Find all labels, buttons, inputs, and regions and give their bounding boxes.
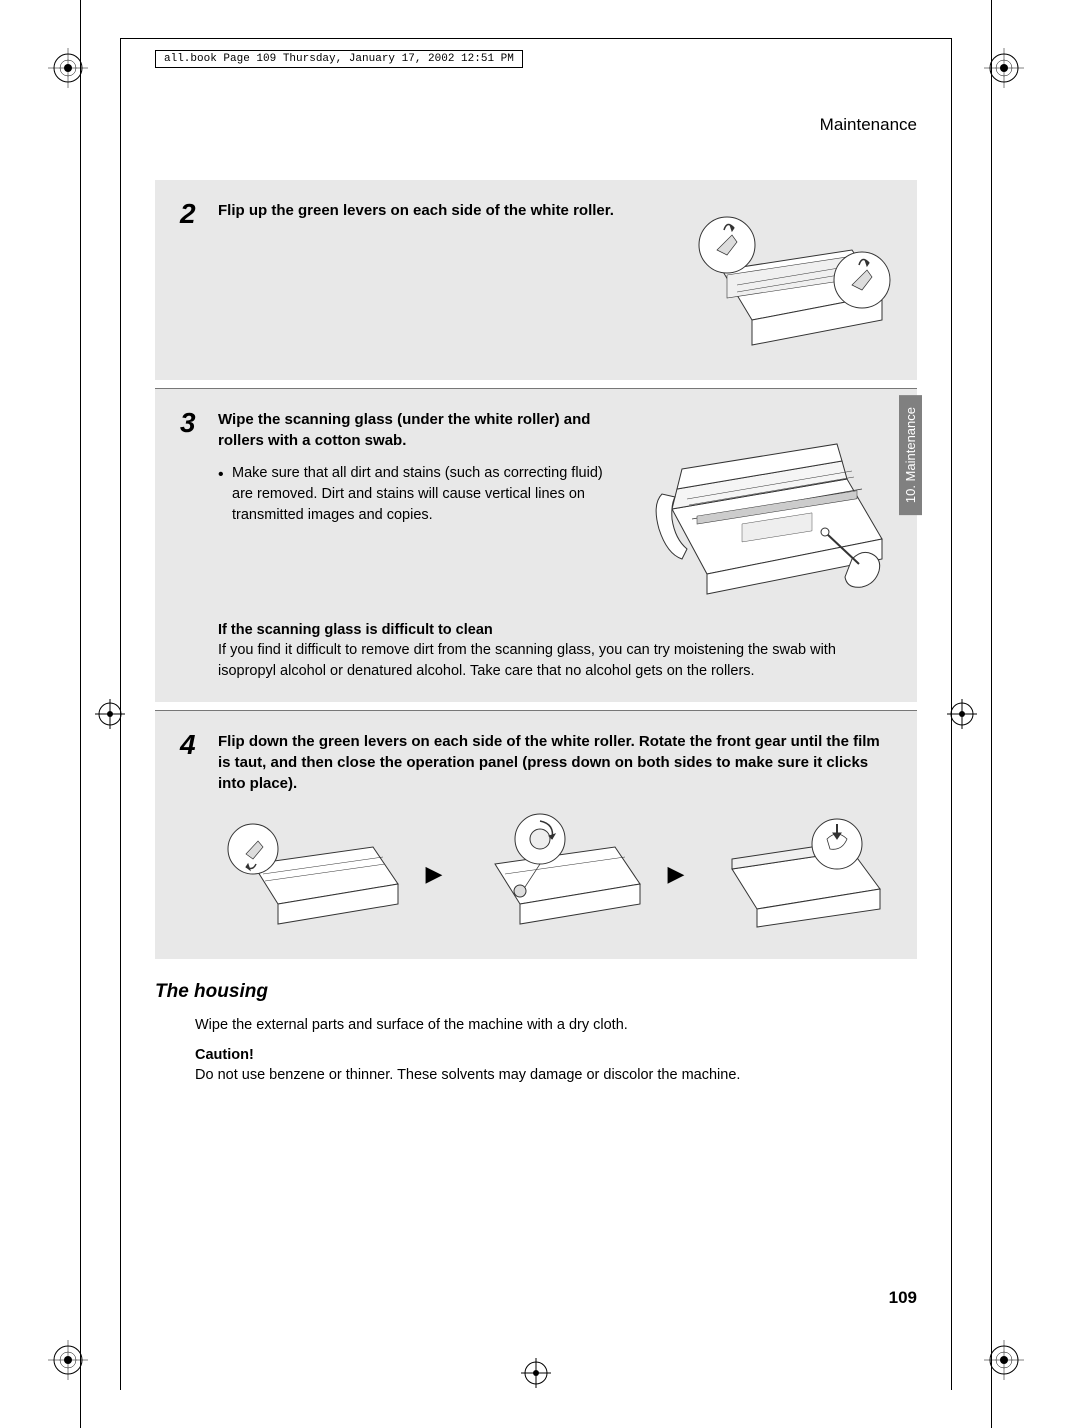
step-4: 4 Flip down the green levers on each sid… bbox=[155, 711, 917, 959]
step-title: Flip down the green levers on each side … bbox=[218, 731, 892, 794]
step-illustration bbox=[218, 809, 408, 939]
caution-label: Caution! bbox=[195, 1047, 917, 1063]
section-heading: The housing bbox=[155, 981, 917, 1003]
arrow-icon: ▶ bbox=[668, 861, 685, 887]
registration-mark-icon bbox=[48, 1340, 88, 1380]
step-illustration bbox=[682, 200, 892, 360]
registration-mark-icon bbox=[984, 1340, 1024, 1380]
crop-target-icon bbox=[521, 1358, 551, 1388]
step-title: Wipe the scanning glass (under the white… bbox=[218, 409, 627, 451]
content-area: 10. Maintenance 2 Flip up the green leve… bbox=[155, 180, 917, 1308]
trim-line-right bbox=[991, 0, 992, 1428]
step-number: 4 bbox=[180, 731, 208, 759]
step-subheading: If the scanning glass is difficult to cl… bbox=[218, 622, 892, 638]
step-number: 2 bbox=[180, 200, 208, 228]
step-title: Flip up the green levers on each side of… bbox=[218, 200, 662, 221]
step-2: 2 Flip up the green levers on each side … bbox=[155, 180, 917, 380]
chapter-tab: 10. Maintenance bbox=[899, 395, 922, 515]
page-number: 109 bbox=[889, 1288, 917, 1308]
step-illustration bbox=[460, 809, 650, 939]
step-illustration bbox=[702, 809, 892, 939]
registration-mark-icon bbox=[48, 48, 88, 88]
step-bullet: Make sure that all dirt and stains (such… bbox=[218, 463, 627, 526]
body-text: Wipe the external parts and surface of t… bbox=[195, 1015, 917, 1037]
header-stamp: all.book Page 109 Thursday, January 17, … bbox=[155, 50, 523, 68]
step-number: 3 bbox=[180, 409, 208, 437]
arrow-icon: ▶ bbox=[426, 861, 443, 887]
step-3: 3 Wipe the scanning glass (under the whi… bbox=[155, 389, 917, 702]
step-illustration bbox=[647, 409, 892, 604]
crop-target-icon bbox=[95, 699, 125, 729]
page-header: Maintenance bbox=[820, 115, 917, 135]
trim-line-left bbox=[80, 0, 81, 1428]
caution-text: Do not use benzene or thinner. These sol… bbox=[195, 1065, 917, 1087]
crop-target-icon bbox=[947, 699, 977, 729]
illustration-row: ▶ bbox=[218, 809, 892, 939]
registration-mark-icon bbox=[984, 48, 1024, 88]
step-subtext: If you find it difficult to remove dirt … bbox=[218, 640, 892, 682]
